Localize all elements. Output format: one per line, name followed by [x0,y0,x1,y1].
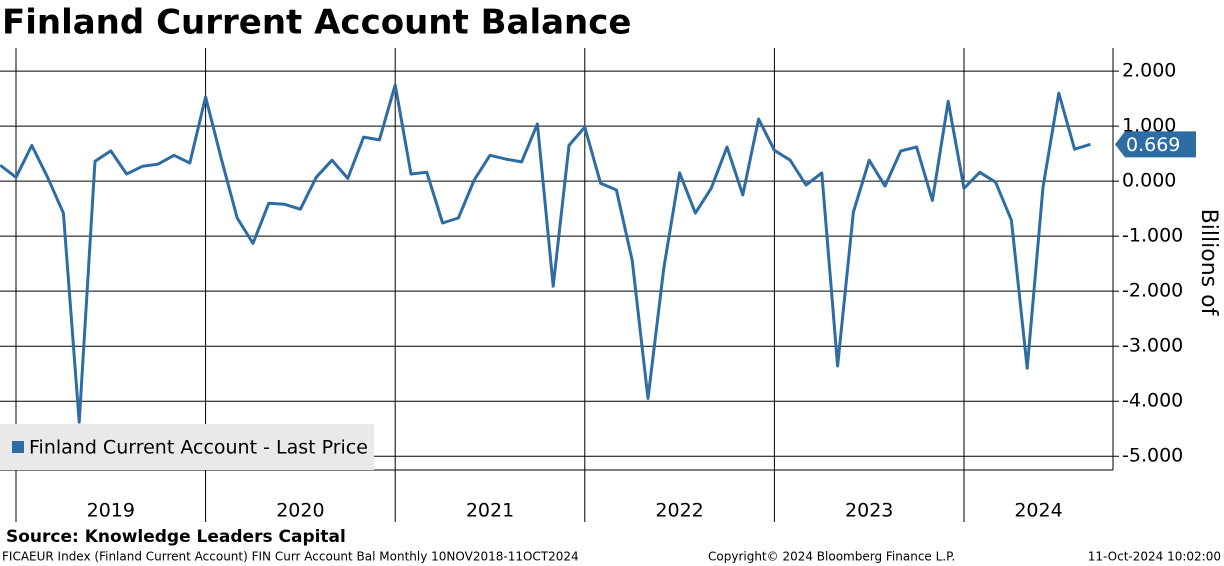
y-tick-label: -1.000 [1122,225,1183,247]
y-tick-label: -3.000 [1122,335,1183,357]
last-value-box [1115,131,1196,158]
footer-center: Copyright© 2024 Bloomberg Finance L.P. [708,550,955,564]
chart-title: Finland Current Account Balance [2,3,631,43]
legend-swatch [12,441,24,453]
x-tick-label: 2022 [655,500,703,522]
y-tick-label: 0.000 [1122,170,1176,192]
x-tick-label: 2019 [87,500,135,522]
y-tick-label: -2.000 [1122,280,1183,302]
x-tick-label: 2020 [276,500,324,522]
footer-left: FICAEUR Index (Finland Current Account) … [2,550,579,564]
x-tick-label: 2024 [1014,500,1062,522]
source: Source: Knowledge Leaders Capital [6,527,346,547]
x-tick-label: 2021 [466,500,514,522]
legend-box [0,424,374,470]
legend-label: Finland Current Account - Last Price [29,437,368,459]
y-tick-label: -4.000 [1122,390,1183,412]
x-tick-label: 2023 [845,500,893,522]
footer-right: 11-Oct-2024 10:02:00 [1088,550,1221,564]
series-line [0,83,1091,424]
last-value-label: 0.669 [1126,134,1180,156]
y-tick-label: 1.000 [1122,115,1176,137]
y-tick-label: 2.000 [1122,60,1176,82]
y-axis-label: Billions of [1196,209,1221,317]
y-tick-label: -5.000 [1122,445,1183,467]
